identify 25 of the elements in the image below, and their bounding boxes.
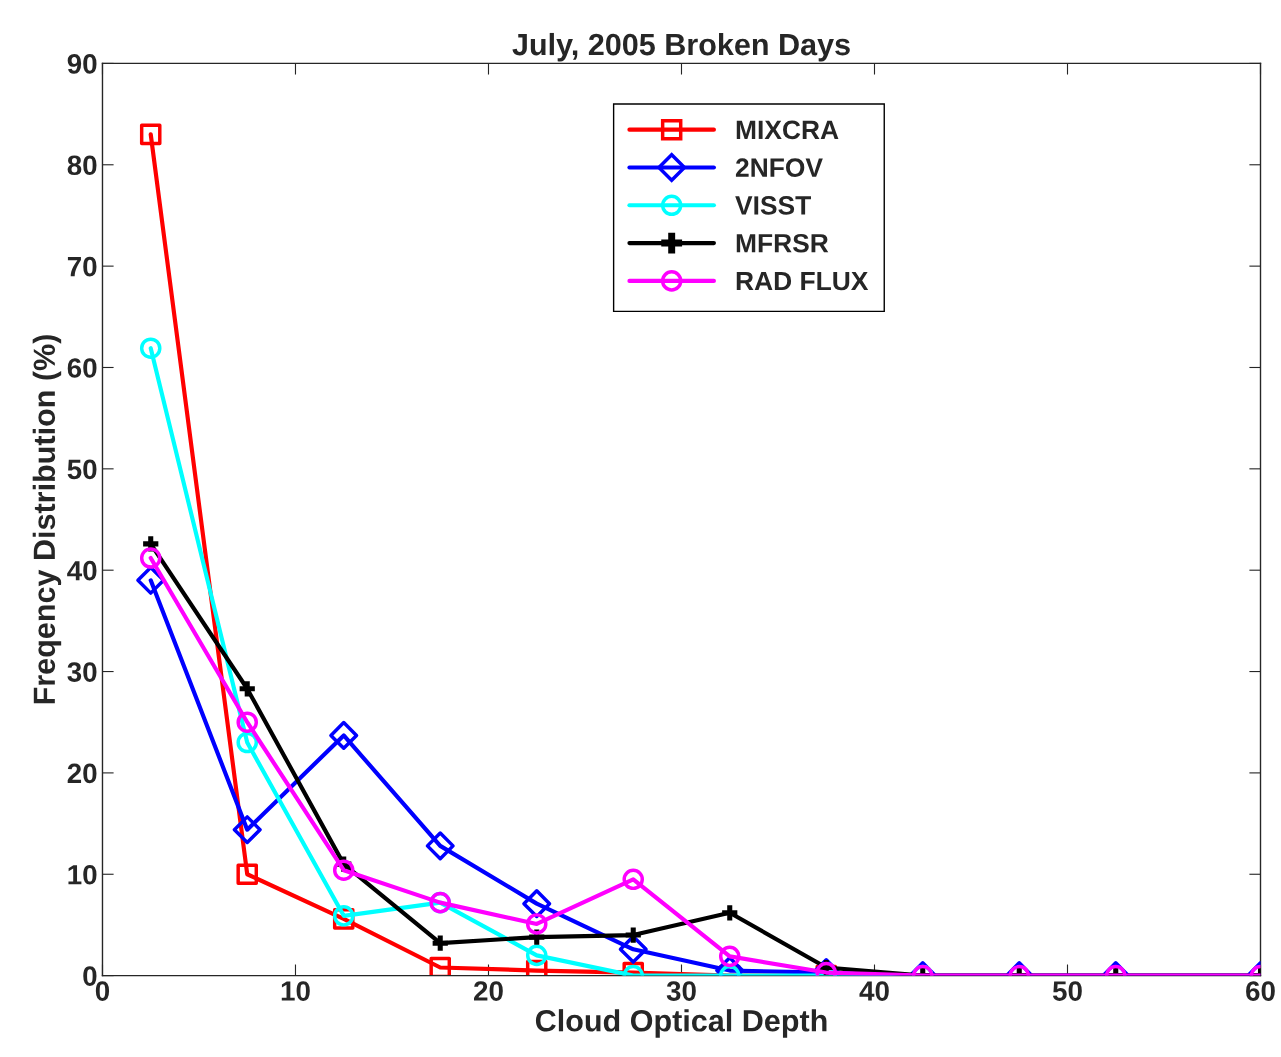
legend-label: RAD FLUX bbox=[736, 271, 869, 291]
x-tick-label: 40 bbox=[859, 981, 889, 1001]
legend-label: 2NFOV bbox=[735, 158, 823, 177]
y-tick-label: 0 bbox=[83, 966, 97, 986]
x-tick-label: 10 bbox=[281, 981, 310, 1001]
y-tick-label: 80 bbox=[67, 155, 97, 176]
x-tick-label: 60 bbox=[1246, 981, 1275, 1001]
y-tick-label: 70 bbox=[67, 256, 97, 277]
chart-title: July, 2005 Broken Days bbox=[512, 32, 850, 62]
legend-label: VISST bbox=[735, 196, 811, 215]
y-tick-label: 60 bbox=[67, 358, 97, 378]
y-tick-label: 90 bbox=[67, 54, 97, 74]
y-tick-label: 10 bbox=[68, 864, 97, 885]
y-axis-title: Freqency Distribution (%) bbox=[32, 335, 62, 704]
y-tick-label: 20 bbox=[67, 763, 97, 784]
x-tick-label: 30 bbox=[666, 981, 696, 1001]
y-tick-label: 50 bbox=[67, 459, 97, 480]
legend-label: MIXCRA bbox=[736, 120, 839, 140]
legend-label: MFRSR bbox=[736, 233, 829, 253]
x-tick-label: 50 bbox=[1052, 981, 1082, 1001]
y-tick-label: 30 bbox=[67, 662, 97, 682]
y-tick-label: 40 bbox=[67, 560, 97, 581]
x-tick-label: 0 bbox=[95, 981, 110, 1001]
x-tick-label: 20 bbox=[474, 981, 503, 1001]
x-axis-title: Cloud Optical Depth bbox=[535, 1009, 827, 1038]
